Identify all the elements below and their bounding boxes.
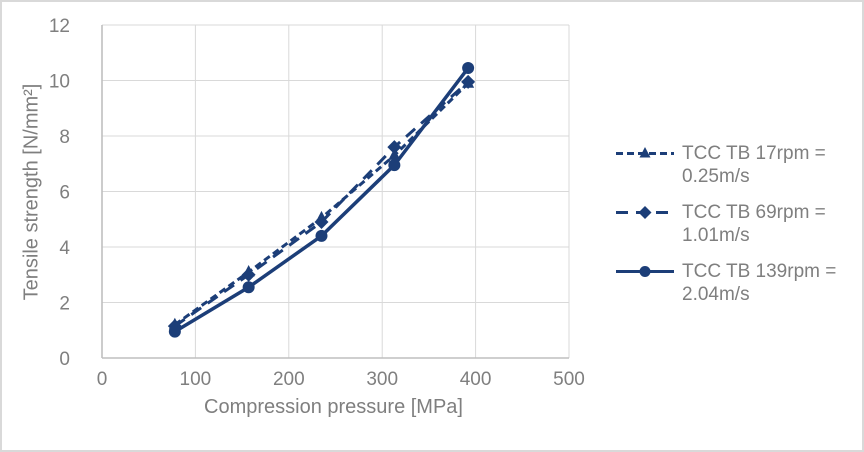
series-line-circle	[173, 66, 470, 334]
legend-label-line: TCC TB 17rpm =	[682, 143, 826, 164]
circle-marker-icon	[168, 325, 181, 338]
x-tick-label: 500	[553, 369, 585, 390]
diamond-marker-icon	[461, 74, 476, 89]
x-tick-label: 0	[97, 369, 108, 390]
legend-triangle-sample-icon	[616, 147, 674, 158]
legend-label-line: 2.04m/s	[682, 284, 750, 305]
diamond-marker-icon-legend	[638, 206, 652, 219]
triangle-marker-icon-legend	[639, 147, 651, 158]
circle-marker-icon	[242, 281, 255, 294]
circle-marker-icon	[462, 62, 475, 75]
legend-diamond-sample-icon	[616, 206, 674, 219]
diamond-marker-icon	[387, 140, 402, 155]
diamond-marker-icon	[314, 215, 329, 230]
legend-circle-sample-icon	[616, 266, 674, 277]
legend-label-line: 0.25m/s	[682, 166, 750, 187]
series-line-diamond	[173, 80, 470, 328]
x-tick-label: 200	[273, 369, 305, 390]
legend-entry: TCC TB 17rpm = 0.25m/s	[614, 142, 862, 188]
legend-entry: TCC TB 139rpm = 2.04m/s	[614, 260, 862, 306]
y-tick-label: 8	[59, 127, 70, 148]
diamond-marker-icon	[241, 267, 256, 282]
y-tick-label: 4	[59, 238, 70, 259]
y-tick-label: 10	[49, 72, 70, 93]
legend-label-line: 1.01m/s	[682, 225, 750, 246]
legend-entry: TCC TB 69rpm = 1.01m/s	[614, 201, 862, 247]
x-tick-label: 300	[366, 369, 398, 390]
legend: TCC TB 17rpm = 0.25m/s TCC TB 69rpm = 1.01m…	[614, 142, 862, 319]
y-axis-title: Tensile strength [N/mm²]	[20, 83, 43, 301]
circle-marker-icon-legend	[639, 266, 651, 277]
circle-marker-icon	[388, 159, 401, 172]
y-tick-label: 2	[59, 294, 70, 315]
legend-label-line: TCC TB 69rpm =	[682, 202, 826, 223]
y-tick-label: 6	[59, 183, 70, 204]
y-tick-label: 0	[59, 349, 70, 370]
circle-marker-icon	[315, 229, 328, 242]
x-tick-label: 400	[460, 369, 492, 390]
legend-label-line: TCC TB 139rpm =	[682, 261, 837, 282]
y-tick-label: 12	[49, 16, 70, 37]
triangle-marker-icon	[388, 148, 401, 160]
x-axis-title: Compression pressure [MPa]	[204, 396, 463, 418]
x-tick-label: 100	[180, 369, 212, 390]
